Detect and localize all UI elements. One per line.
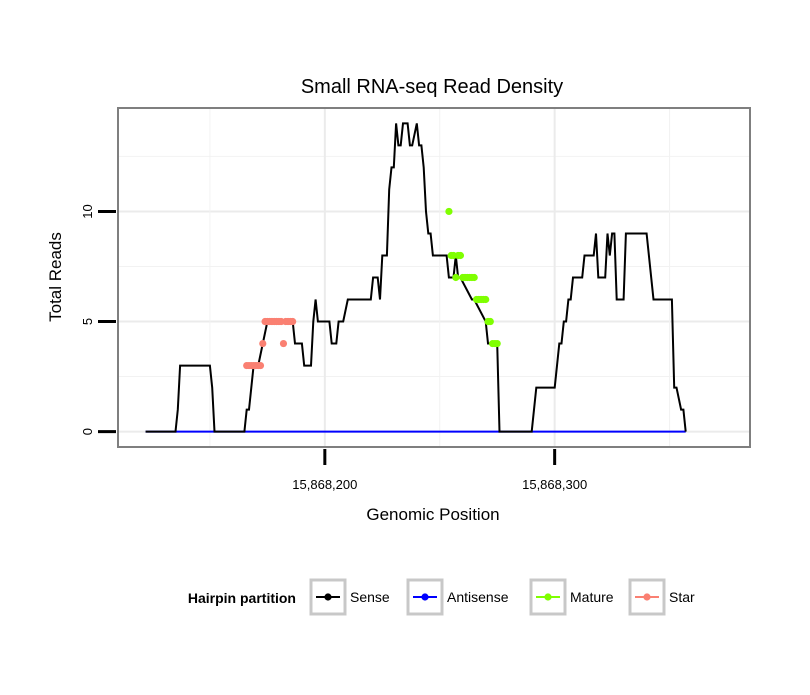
series-mature-point — [482, 295, 490, 304]
legend-title: Hairpin partition — [188, 590, 296, 606]
axes-layer: 0 5 10 15,868,200 15,868,300 — [80, 204, 587, 492]
x-axis-label: Genomic Position — [366, 505, 499, 524]
legend: Hairpin partition Sense Antisense Mature St… — [188, 578, 695, 616]
series-star-point — [289, 317, 297, 326]
series-mature-point — [486, 317, 494, 326]
series-layer — [145, 122, 687, 433]
series-mature-point — [470, 273, 478, 282]
x-tick-label: 15,868,300 — [522, 477, 587, 492]
legend-point-antisense — [421, 593, 429, 601]
y-tick-label: 0 — [80, 428, 95, 435]
legend-label-sense: Sense — [350, 589, 390, 605]
legend-label-mature: Mature — [570, 589, 614, 605]
series-star-point — [279, 339, 288, 348]
series-star-point — [256, 361, 265, 370]
legend-label-antisense: Antisense — [447, 589, 509, 605]
plot-panel-border — [117, 107, 751, 448]
series-mature-point — [456, 251, 465, 260]
series-mature-point — [493, 339, 501, 348]
legend-point-sense — [324, 593, 332, 601]
series-mature-point — [445, 207, 453, 216]
x-tick-label: 15,868,200 — [292, 477, 357, 492]
series-mature-point — [452, 273, 460, 282]
y-tick-label: 10 — [80, 204, 95, 218]
chart-title: Small RNA-seq Read Density — [301, 76, 563, 98]
y-axis-label: Total Reads — [46, 232, 65, 322]
series-sense-line — [145, 122, 687, 433]
y-tick-label: 5 — [80, 318, 95, 325]
legend-label-star: Star — [669, 589, 695, 605]
legend-point-mature — [544, 593, 552, 601]
series-star-point — [259, 339, 267, 348]
legend-point-star — [643, 593, 651, 601]
